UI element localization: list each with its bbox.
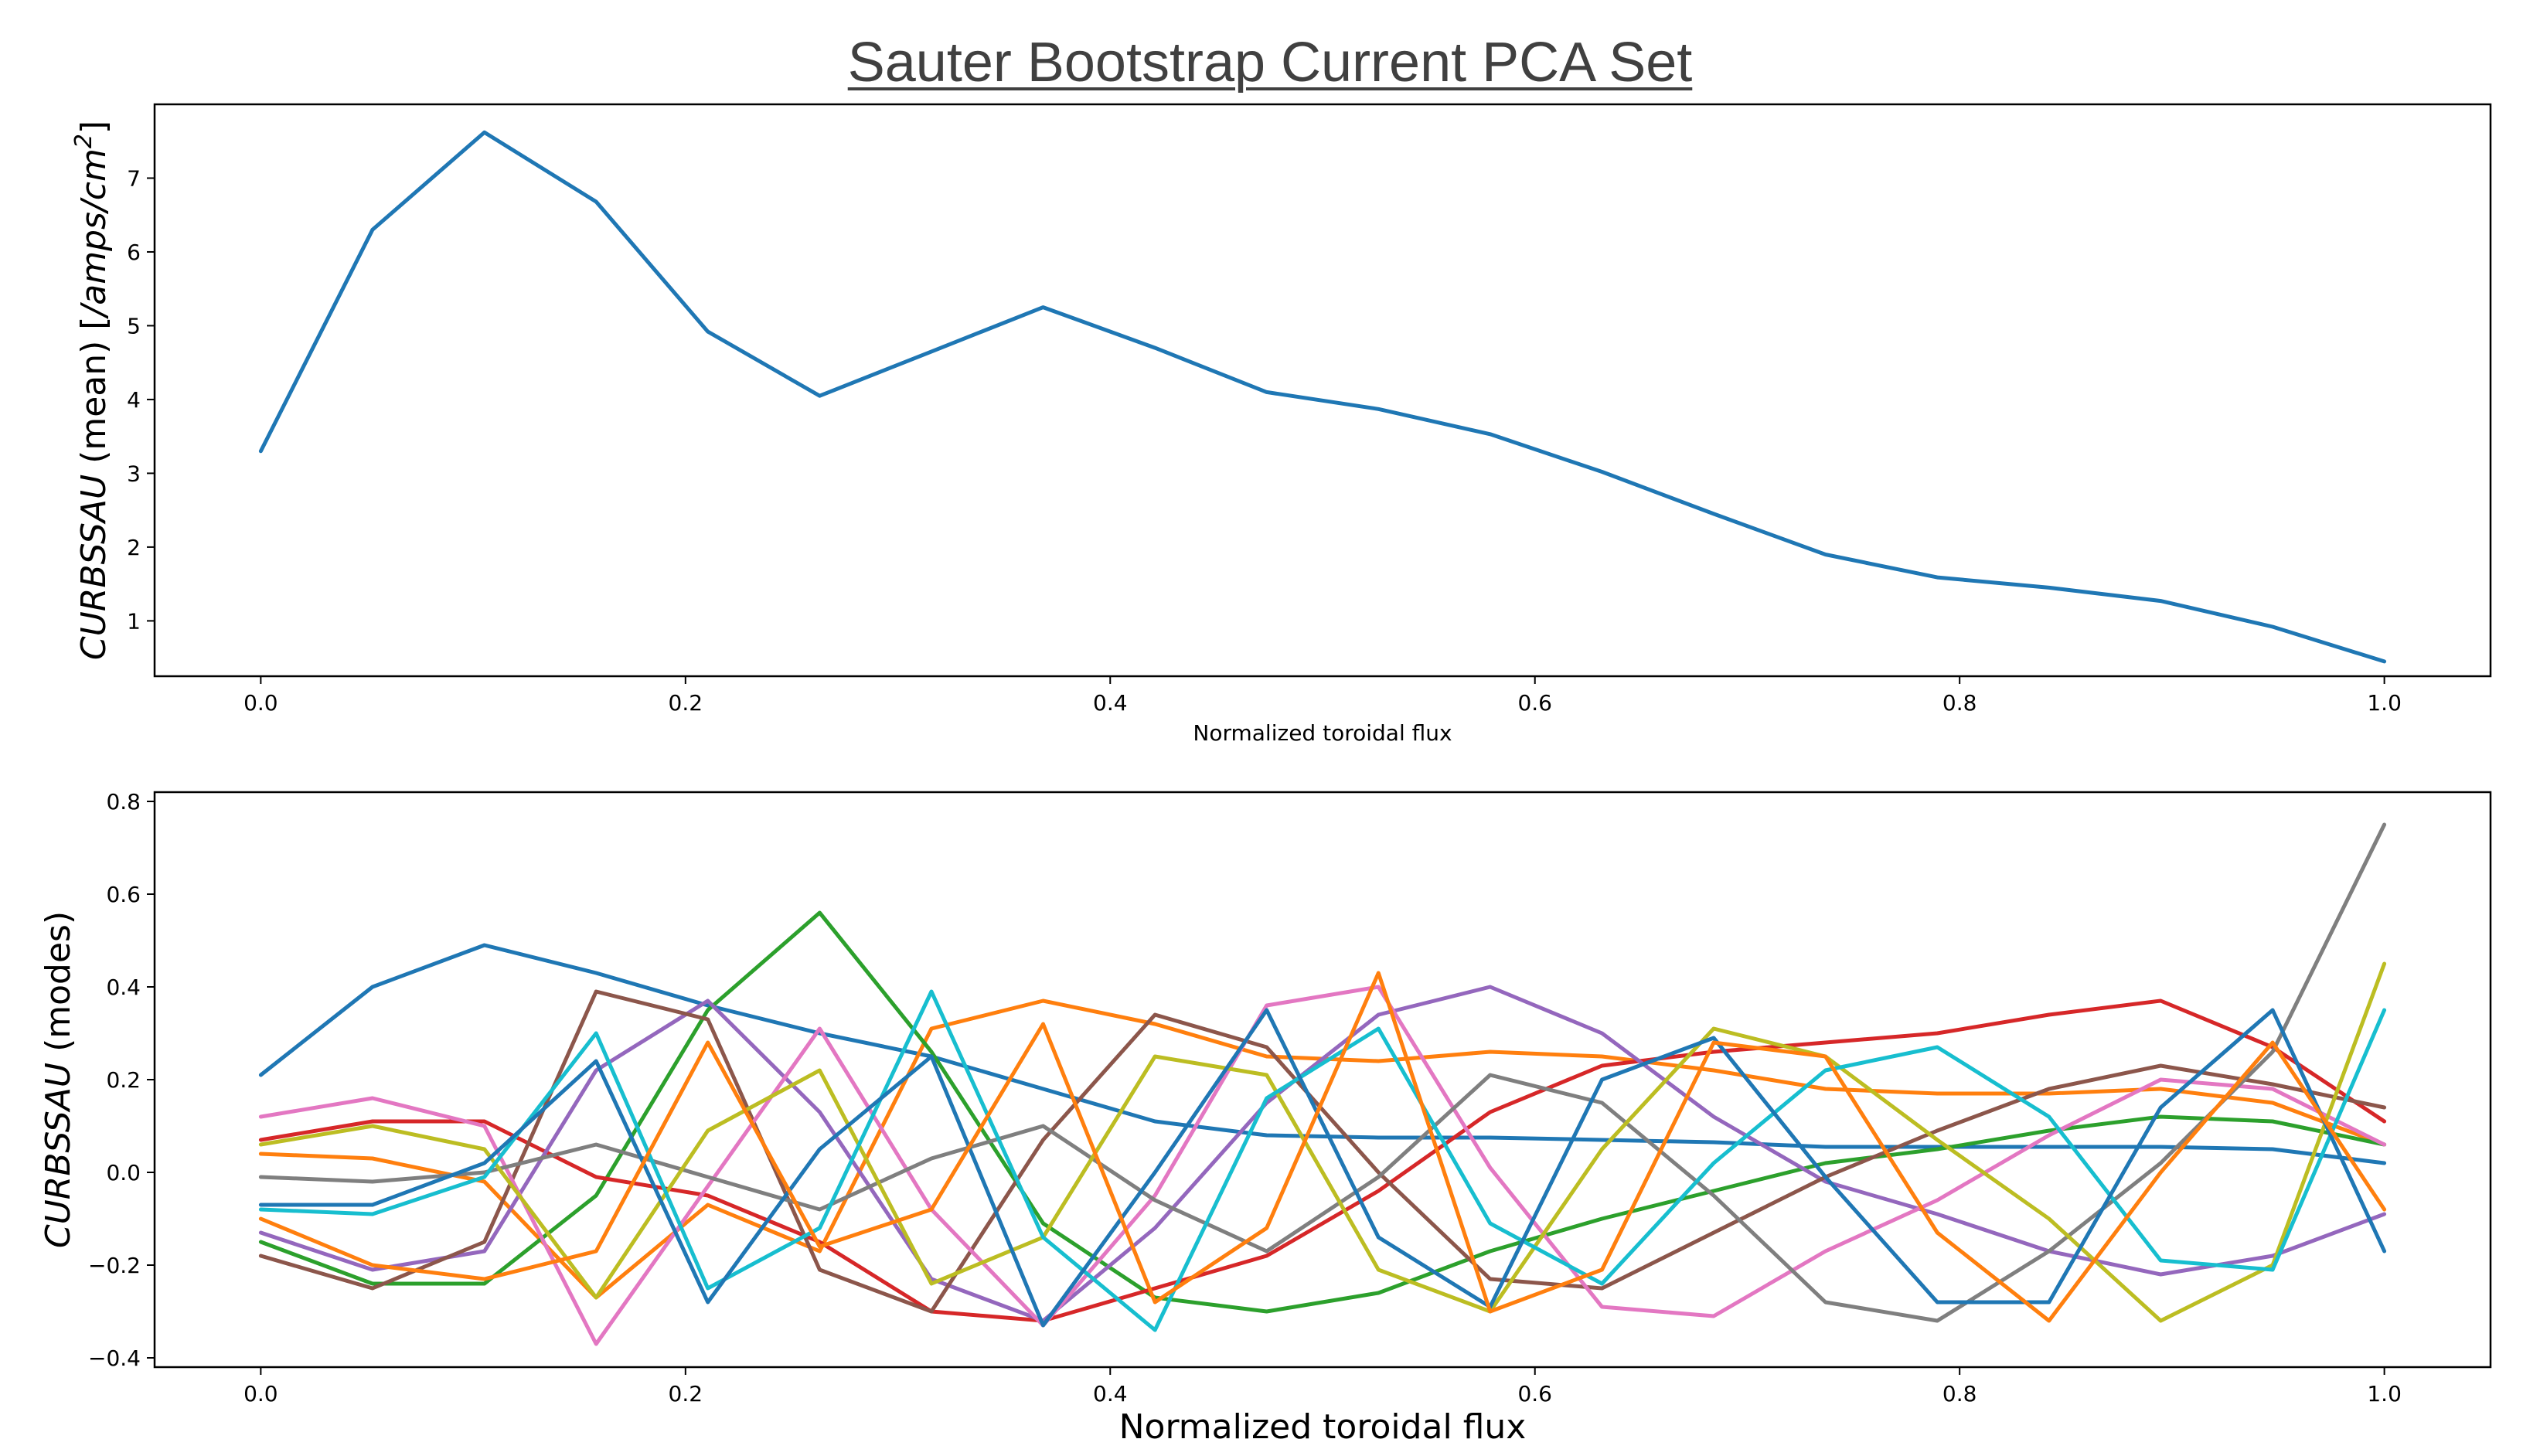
top-y-label-close: ] bbox=[74, 121, 114, 134]
bottom-x-ticks: 0.0 0.2 0.4 0.6 0.8 1.0 bbox=[243, 1367, 2402, 1407]
series-line-8 bbox=[258, 961, 2387, 1323]
y-tick-label: 0.0 bbox=[106, 1160, 141, 1186]
series-line-4 bbox=[258, 985, 2387, 1323]
top-y-label-italic: CURBSSAU bbox=[74, 475, 114, 660]
series-line-11 bbox=[258, 971, 2387, 1323]
series-line-3 bbox=[258, 998, 2387, 1323]
y-tick-label: 1 bbox=[127, 608, 141, 634]
chart-title: Sauter Bootstrap Current PCA Set bbox=[847, 32, 1693, 94]
y-tick-label: 4 bbox=[127, 387, 141, 413]
y-tick-label: 5 bbox=[127, 313, 141, 338]
series-line-2 bbox=[258, 910, 2387, 1314]
y-tick-label: 0.2 bbox=[106, 1067, 141, 1093]
bottom-panel-modes: −0.4 −0.2 0.0 0.2 0.4 0.6 0.8 0.0 0.2 0.4 0.6 0.8 1… bbox=[39, 789, 2492, 1447]
series-line-7 bbox=[258, 822, 2387, 1323]
bottom-y-ticks: −0.4 −0.2 0.0 0.2 0.4 0.6 0.8 bbox=[88, 789, 155, 1371]
bottom-y-label-rest: (modes) bbox=[39, 911, 78, 1063]
y-tick-label: 0.8 bbox=[106, 789, 141, 815]
series-line-6 bbox=[258, 985, 2387, 1346]
x-tick-label: 0.0 bbox=[243, 690, 278, 716]
series-line-5 bbox=[258, 989, 2387, 1314]
y-tick-label: 6 bbox=[127, 240, 141, 265]
y-tick-label: −0.2 bbox=[88, 1253, 141, 1278]
top-y-label-rest: (mean) [ bbox=[74, 317, 114, 475]
x-tick-label: 0.2 bbox=[669, 1381, 703, 1407]
y-tick-label: 0.4 bbox=[106, 975, 141, 1000]
top-y-ticks: 1 2 3 4 5 6 7 bbox=[127, 165, 155, 634]
x-tick-label: 0.8 bbox=[1942, 690, 1977, 716]
y-tick-label: −0.4 bbox=[88, 1345, 141, 1371]
bottom-y-axis-label: CURBSSAU (modes) bbox=[39, 911, 78, 1248]
bottom-x-axis-label: Normalized toroidal flux bbox=[1119, 1407, 1527, 1447]
top-series-lines bbox=[258, 130, 2387, 664]
x-tick-label: 0.6 bbox=[1517, 690, 1552, 716]
x-tick-label: 0.4 bbox=[1093, 690, 1128, 716]
x-tick-label: 0.4 bbox=[1093, 1381, 1128, 1407]
top-x-ticks: 0.0 0.2 0.4 0.6 0.8 1.0 bbox=[243, 676, 2402, 716]
top-y-label-units: /amps/cm bbox=[74, 148, 114, 319]
x-tick-label: 1.0 bbox=[2367, 1381, 2402, 1407]
x-tick-label: 0.0 bbox=[243, 1381, 278, 1407]
top-panel-mean: 1 2 3 4 5 6 7 0.0 0.2 0.4 0.6 0.8 1.0 Normalized to… bbox=[70, 103, 2492, 746]
x-tick-label: 1.0 bbox=[2367, 690, 2402, 716]
top-y-axis-label: CURBSSAU (mean) [/amps/cm2] bbox=[70, 121, 114, 660]
y-tick-label: 3 bbox=[127, 461, 141, 486]
y-tick-label: 7 bbox=[127, 165, 141, 191]
bottom-plot-frame bbox=[153, 791, 2492, 1369]
top-y-label-sup: 2 bbox=[70, 134, 97, 148]
series-line-0 bbox=[258, 130, 2387, 664]
top-plot-frame bbox=[153, 103, 2492, 678]
x-tick-label: 0.2 bbox=[669, 690, 703, 716]
top-x-axis-label: Normalized toroidal flux bbox=[1193, 720, 1452, 746]
bottom-series-lines bbox=[258, 822, 2387, 1346]
y-tick-label: 0.6 bbox=[106, 882, 141, 907]
x-tick-label: 0.8 bbox=[1942, 1381, 1977, 1407]
y-tick-label: 2 bbox=[127, 535, 141, 560]
bottom-y-label-italic: CURBSSAU bbox=[39, 1063, 78, 1248]
x-tick-label: 0.6 bbox=[1517, 1381, 1552, 1407]
series-line-9 bbox=[258, 989, 2387, 1332]
series-line-10 bbox=[258, 1008, 2387, 1328]
